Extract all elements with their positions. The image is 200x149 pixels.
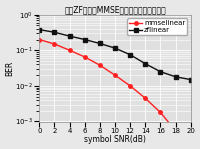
Line: zflinear: zflinear bbox=[38, 28, 192, 81]
Line: mmselinear: mmselinear bbox=[38, 38, 192, 149]
zflinear bbox=[38, 29, 41, 31]
mmselinear bbox=[68, 49, 71, 51]
Legend: mmselinear, zflinear: mmselinear, zflinear bbox=[127, 18, 187, 35]
mmselinear bbox=[159, 111, 162, 113]
zflinear bbox=[159, 71, 162, 73]
zflinear bbox=[129, 54, 131, 56]
zflinear bbox=[68, 35, 71, 37]
zflinear bbox=[174, 76, 177, 78]
mmselinear bbox=[129, 85, 131, 87]
mmselinear bbox=[174, 130, 177, 132]
mmselinear bbox=[38, 39, 41, 40]
mmselinear bbox=[99, 64, 101, 66]
Y-axis label: BER: BER bbox=[5, 60, 14, 76]
zflinear bbox=[84, 39, 86, 40]
zflinear bbox=[99, 43, 101, 44]
mmselinear bbox=[144, 97, 146, 99]
X-axis label: symbol SNR(dB): symbol SNR(dB) bbox=[84, 135, 146, 144]
mmselinear bbox=[53, 43, 56, 45]
zflinear bbox=[114, 47, 116, 49]
mmselinear bbox=[114, 74, 116, 76]
zflinear bbox=[190, 79, 192, 80]
zflinear bbox=[53, 31, 56, 33]
Title: 基于ZF系统和MMSE系统的预编码性能比较: 基于ZF系统和MMSE系统的预编码性能比较 bbox=[64, 5, 166, 14]
mmselinear bbox=[84, 56, 86, 58]
zflinear bbox=[144, 63, 146, 65]
